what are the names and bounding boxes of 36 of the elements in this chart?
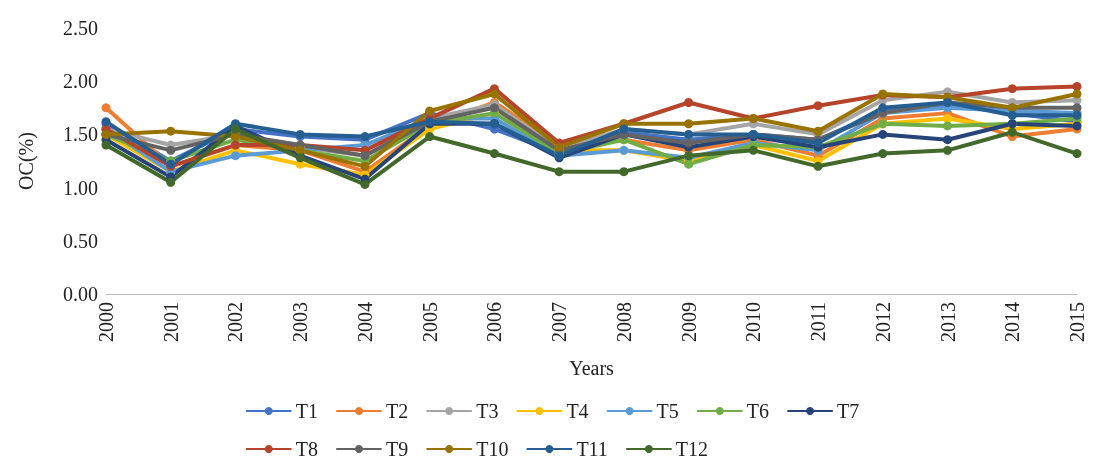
legend-label: T7 bbox=[837, 400, 860, 422]
x-tick-label: 2009 bbox=[677, 302, 700, 342]
y-tick-label: 1.00 bbox=[63, 176, 98, 199]
legend-label: T8 bbox=[295, 438, 318, 460]
legend-label: T10 bbox=[476, 438, 509, 460]
x-tick-label: 2012 bbox=[871, 302, 894, 342]
legend-label: T1 bbox=[295, 400, 318, 422]
x-tick-label: 2015 bbox=[1066, 302, 1088, 342]
x-tick-label: 2014 bbox=[1001, 302, 1024, 342]
x-tick-label: 2007 bbox=[548, 302, 571, 342]
x-tick-label: 2010 bbox=[742, 302, 765, 342]
x-tick-label: 2011 bbox=[807, 302, 830, 342]
x-tick-label: 2008 bbox=[612, 302, 635, 342]
x-tick-label: 2005 bbox=[418, 302, 441, 342]
legend-label: T4 bbox=[566, 400, 589, 422]
x-tick-label: 2006 bbox=[483, 302, 506, 342]
y-tick-label: 0.50 bbox=[63, 229, 98, 252]
legend-label: T2 bbox=[385, 400, 409, 422]
legend-label: T3 bbox=[476, 400, 499, 422]
y-tick-label: 0.00 bbox=[63, 283, 98, 305]
y-tick-label: 1.50 bbox=[63, 123, 98, 146]
x-axis-title: Years bbox=[569, 357, 615, 379]
x-tick-label: 2002 bbox=[224, 302, 247, 342]
legend-label: T6 bbox=[746, 400, 770, 422]
legend-label: T12 bbox=[675, 438, 709, 460]
x-tick-label: 2004 bbox=[353, 302, 376, 342]
legend-label: T9 bbox=[385, 438, 409, 460]
x-tick-label: 2013 bbox=[936, 302, 959, 342]
y-tick-label: 2.50 bbox=[63, 17, 98, 39]
x-tick-label: 2003 bbox=[289, 302, 312, 342]
x-tick-label: 2001 bbox=[159, 302, 182, 342]
legend-label: T11 bbox=[576, 438, 608, 460]
y-axis-title: OC(%) bbox=[15, 132, 38, 190]
x-tick-label: 2000 bbox=[95, 302, 117, 342]
legend-label: T5 bbox=[656, 400, 679, 422]
y-tick-label: 2.00 bbox=[63, 70, 98, 93]
